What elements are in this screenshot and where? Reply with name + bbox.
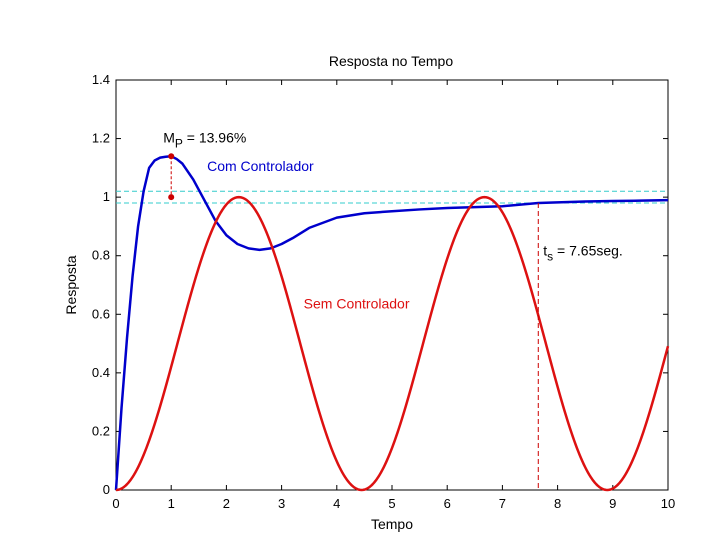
y-tick-label-2: 0.4	[92, 365, 110, 380]
x-tick-label-8: 8	[554, 496, 561, 511]
y-tick-label-1: 0.2	[92, 423, 110, 438]
com-controlador-label: Com Controlador	[207, 158, 314, 174]
x-tick-label-9: 9	[609, 496, 616, 511]
x-tick-label-3: 3	[278, 496, 285, 511]
x-axis-ticks: 0 1 2 3 4 5 6 7 8 9 10	[112, 80, 675, 511]
x-tick-label-6: 6	[444, 496, 451, 511]
series-lines	[114, 155, 670, 492]
mp-label: MP = 13.96%	[163, 129, 246, 150]
x-tick-label-5: 5	[388, 496, 395, 511]
x-tick-label-2: 2	[223, 496, 230, 511]
y-tick-label-7: 1.4	[92, 72, 110, 87]
y-tick-label-3: 0.6	[92, 306, 110, 321]
y-tick-label-4: 0.8	[92, 248, 110, 263]
x-tick-label-0: 0	[112, 496, 119, 511]
mp-base-dot	[168, 194, 175, 201]
plot-frame	[115, 79, 669, 491]
x-axis-title: Tempo	[371, 516, 413, 532]
y-tick-label-0: 0	[103, 482, 110, 497]
y-axis-title: Resposta	[63, 255, 79, 314]
series-com-controlador	[114, 155, 669, 491]
x-tick-label-7: 7	[499, 496, 506, 511]
chart-title: Resposta no Tempo	[329, 53, 453, 69]
y-tick-label-5: 1	[103, 189, 110, 204]
y-axis-ticks: 0 0.2 0.4 0.6 0.8 1 1.2 1.4	[92, 72, 668, 497]
mp-peak-dot	[168, 153, 175, 160]
sem-controlador-label: Sem Controlador	[304, 295, 410, 311]
x-tick-label-4: 4	[333, 496, 340, 511]
ts-label: ts = 7.65seg.	[543, 243, 623, 264]
y-tick-label-6: 1.2	[92, 131, 110, 146]
x-tick-label-1: 1	[168, 496, 175, 511]
annotations: MP = 13.96% ts = 7.65seg. Com Controlador S…	[163, 129, 623, 490]
series-sem-controlador	[115, 195, 670, 492]
x-tick-label-10: 10	[661, 496, 675, 511]
